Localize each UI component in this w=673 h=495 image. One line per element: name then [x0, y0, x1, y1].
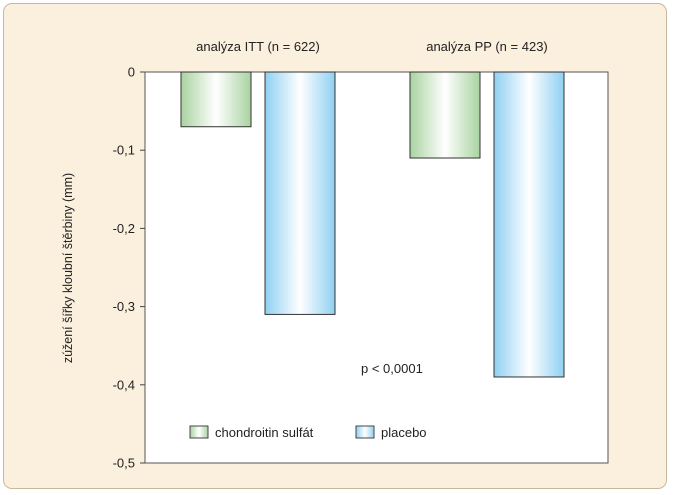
y-tick-label: 0: [128, 65, 135, 80]
category-label: analýza PP (n = 423): [426, 39, 548, 54]
y-tick-label: -0,2: [113, 221, 135, 236]
group-labels: analýza ITT (n = 622) analýza PP (n = 423…: [196, 39, 548, 54]
category-label: analýza ITT (n = 622): [196, 39, 320, 54]
legend-swatch-chondroitin: [189, 425, 209, 439]
legend-label-chondroitin: chondroitin sulfát: [215, 425, 314, 440]
legend-swatch-placebo: [355, 425, 375, 439]
legend: chondroitin sulfát placebo: [189, 425, 427, 440]
p-value-annotation: p < 0,0001: [361, 361, 423, 376]
bar-chondroitin: [409, 71, 481, 159]
bar-placebo: [493, 71, 565, 378]
y-tick-label: -0,3: [113, 299, 135, 314]
bar-chondroitin: [180, 71, 252, 128]
y-tick-label: -0,1: [113, 143, 135, 158]
legend-label-placebo: placebo: [381, 425, 427, 440]
bar-placebo: [264, 71, 336, 315]
bars: [180, 71, 565, 378]
y-tick-label: -0,4: [113, 377, 135, 392]
y-axis: 0 -0,1 -0,2 -0,3 -0,4 -0,5: [113, 65, 145, 471]
y-axis-title: zúžení šířky kloubní štěrbiny (mm): [61, 173, 75, 363]
y-tick-label: -0,5: [113, 456, 135, 471]
